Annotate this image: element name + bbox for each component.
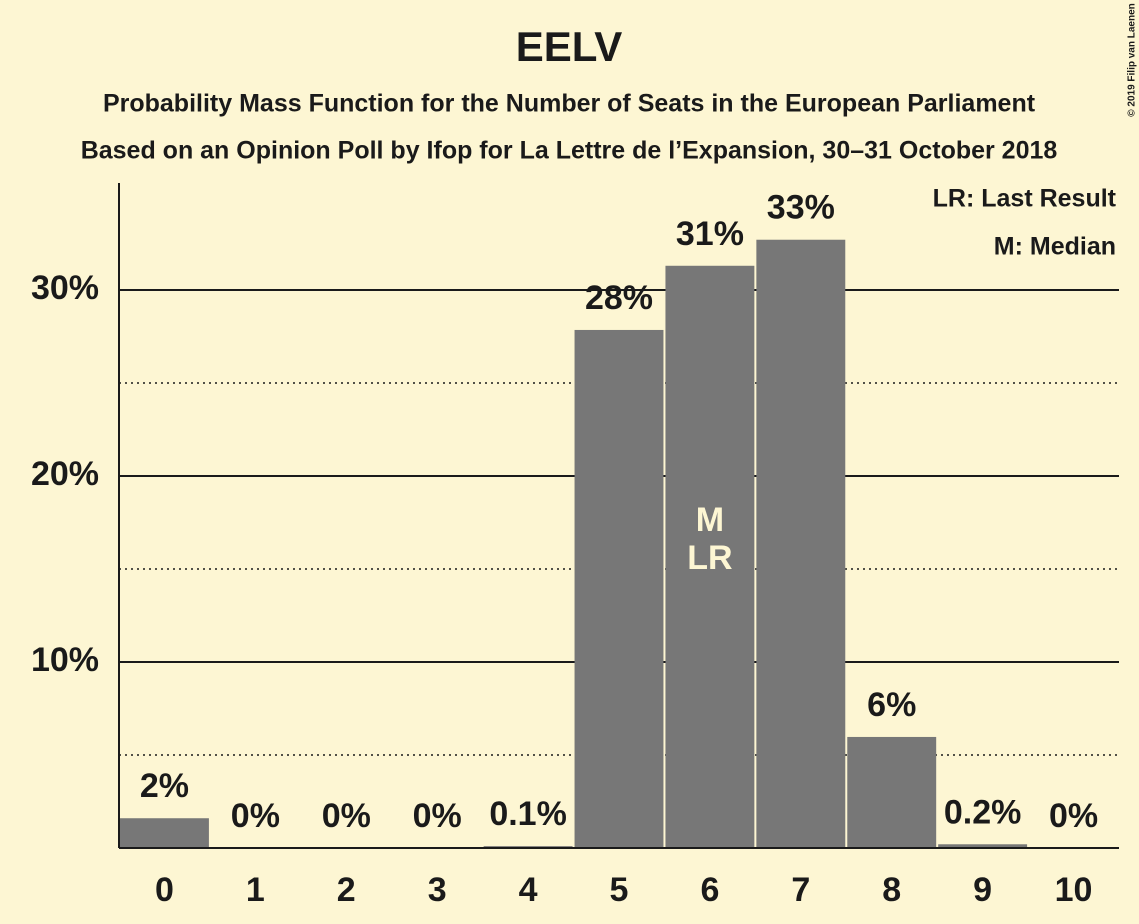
- value-label: 28%: [585, 279, 653, 317]
- value-label: 0.1%: [489, 795, 567, 833]
- legend-entry: LR: Last Result: [933, 185, 1117, 213]
- bar: [665, 265, 755, 848]
- bar: [120, 818, 209, 848]
- copyright: © 2019 Filip van Laenen: [1127, 3, 1138, 117]
- x-tick-label: 6: [700, 871, 719, 909]
- value-label: 2%: [140, 767, 189, 805]
- bar: [756, 239, 846, 849]
- y-tick-label: 30%: [31, 269, 99, 307]
- chart-subtitle: Probability Mass Function for the Number…: [103, 90, 1036, 118]
- value-label: 6%: [867, 686, 916, 724]
- chart-title: EELV: [516, 23, 623, 70]
- x-tick-label: 7: [791, 871, 810, 909]
- x-tick-label: 9: [973, 871, 992, 909]
- value-label: 0.2%: [944, 793, 1022, 831]
- x-tick-label: 1: [246, 871, 265, 909]
- last-result-marker: LR: [687, 539, 732, 577]
- legend-entry: M: Median: [994, 233, 1116, 261]
- value-label: 0%: [322, 797, 371, 835]
- value-label: 0%: [1049, 797, 1098, 835]
- x-tick-label: 5: [610, 871, 629, 909]
- value-label: 31%: [676, 215, 744, 253]
- x-tick-label: 4: [519, 871, 538, 909]
- y-tick-label: 20%: [31, 455, 99, 493]
- bar: [574, 329, 664, 848]
- x-tick-label: 10: [1055, 871, 1093, 909]
- value-label: 0%: [231, 797, 280, 835]
- chart-subtitle: Based on an Opinion Poll by Ifop for La …: [81, 137, 1058, 165]
- bar: [938, 844, 1028, 848]
- bar: [847, 736, 937, 848]
- x-tick-label: 2: [337, 871, 356, 909]
- value-label: 33%: [767, 189, 835, 227]
- x-tick-label: 0: [155, 871, 174, 909]
- median-marker: M: [696, 501, 724, 539]
- y-tick-label: 10%: [31, 641, 99, 679]
- x-tick-label: 3: [428, 871, 447, 909]
- x-tick-label: 8: [882, 871, 901, 909]
- value-label: 0%: [413, 797, 462, 835]
